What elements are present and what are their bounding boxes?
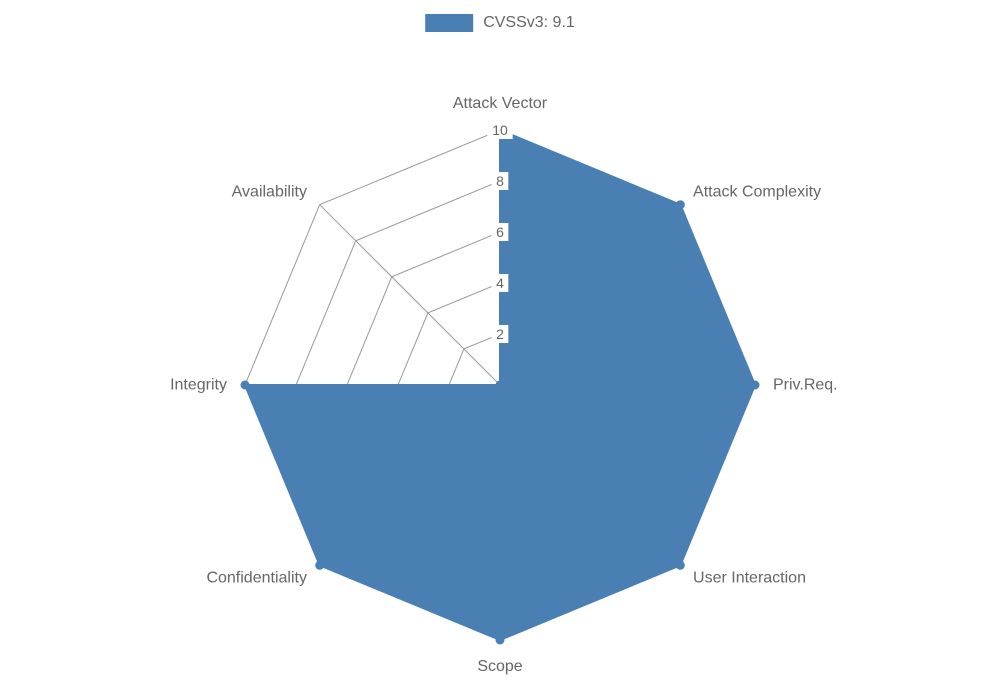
axis-label: Availability <box>232 183 307 200</box>
series-point <box>496 381 505 390</box>
series-point <box>496 636 505 645</box>
axis-label: User Interaction <box>693 570 806 587</box>
axis-label: Attack Complexity <box>693 183 821 200</box>
radar-chart-page: { "chart": { "type": "radar", "width": 1… <box>0 0 1000 700</box>
axis-label: Scope <box>477 658 522 675</box>
axis-label: Priv.Req. <box>773 377 838 394</box>
series-point <box>241 381 250 390</box>
axis-label: Confidentiality <box>206 570 307 587</box>
tick-label: 8 <box>496 173 504 189</box>
radar-chart-svg: 2 4 6 8 10 Attack Vector Attack Complexity Priv… <box>0 0 1000 700</box>
series-point <box>676 200 685 209</box>
grid-spoke <box>320 205 500 385</box>
axis-label: Integrity <box>170 377 227 394</box>
series-point <box>751 381 760 390</box>
tick-label: 6 <box>496 224 504 240</box>
tick-label: 10 <box>492 122 508 138</box>
tick-label: 4 <box>496 275 504 291</box>
series-point <box>676 561 685 570</box>
tick-label: 2 <box>496 326 504 342</box>
series-point <box>315 561 324 570</box>
axis-label: Attack Vector <box>453 95 548 112</box>
